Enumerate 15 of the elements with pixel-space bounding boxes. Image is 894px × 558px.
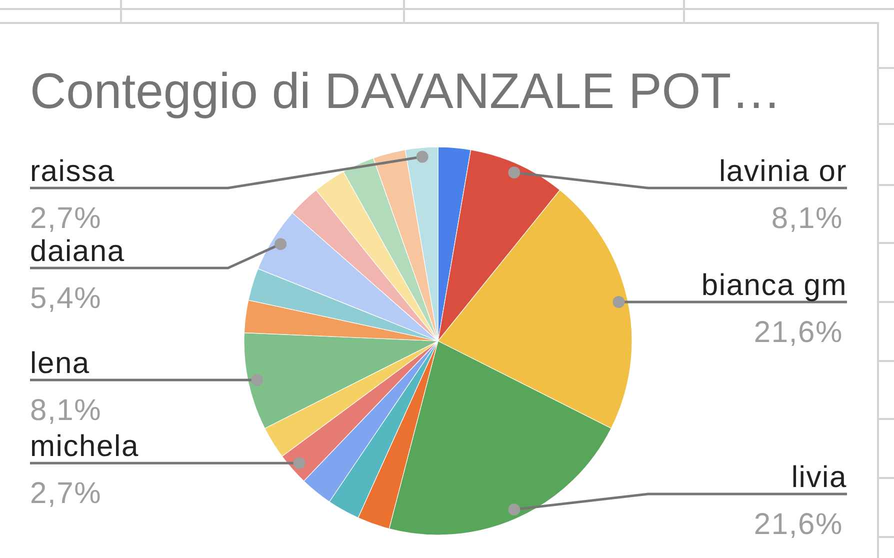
data-label: 5,4% — [30, 282, 102, 315]
data-label: 8,1% — [771, 202, 843, 235]
slice-label: lavinia or — [718, 155, 847, 188]
data-label: 21,6% — [754, 508, 843, 541]
slice-label: daiana — [30, 235, 125, 268]
slice-label: bianca gm — [701, 269, 847, 302]
data-label: 2,7% — [30, 477, 102, 510]
data-label: 8,1% — [30, 394, 102, 427]
slice-label: lena — [30, 346, 90, 380]
chart-title: Conteggio di DAVANZALE POT… — [30, 63, 782, 119]
slice-label: livia — [791, 461, 847, 494]
slice-label: raissa — [30, 155, 115, 188]
data-label: 21,6% — [754, 316, 843, 350]
slice-label: michela — [30, 430, 139, 464]
data-label: 2,7% — [30, 202, 102, 235]
